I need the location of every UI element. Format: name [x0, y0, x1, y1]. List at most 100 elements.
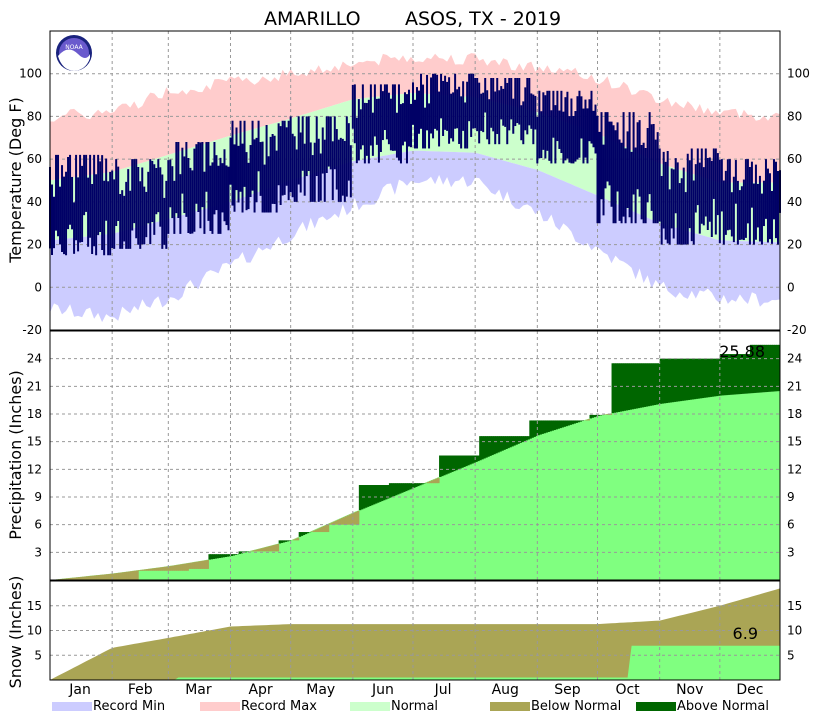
y-tick-label-right: 20	[787, 238, 802, 252]
precip-above-normal	[509, 436, 512, 448]
precip-above-normal	[535, 420, 538, 437]
month-label: Dec	[736, 682, 763, 698]
precip-above-normal	[358, 485, 362, 511]
precip-above-normal	[378, 485, 382, 502]
precip-below-normal	[130, 571, 133, 580]
precip-below-normal	[194, 561, 197, 569]
y-tick-label-left: 80	[27, 109, 42, 123]
precip-above-normal	[376, 485, 380, 503]
y-tick-label-right: 24	[787, 352, 802, 366]
precip-above-normal	[388, 483, 392, 498]
precip-above-normal	[555, 420, 558, 430]
precip-below-normal	[198, 561, 201, 569]
precip-below-normal	[74, 577, 77, 580]
precip-below-normal	[104, 574, 107, 580]
precip-above-normal	[681, 358, 685, 401]
legend-swatch	[350, 702, 390, 711]
precip-above-normal	[449, 455, 452, 473]
precip-above-normal	[392, 483, 396, 497]
precip-below-normal	[332, 521, 336, 525]
y-tick-label-right: 6	[787, 518, 795, 532]
legend-swatch	[200, 702, 240, 711]
precip-above-normal	[563, 420, 566, 427]
precip-above-normal	[559, 420, 562, 429]
month-label: Nov	[676, 682, 703, 698]
logo-text: NOAA	[65, 44, 83, 51]
y-tick-label-left: 3	[34, 545, 42, 559]
precip-below-normal	[162, 566, 165, 571]
precip-above-normal	[661, 358, 665, 404]
y-tick-label-left: 10	[27, 624, 42, 638]
precip-below-normal	[112, 573, 115, 580]
precip-below-normal	[433, 479, 436, 484]
precip-above-normal	[621, 363, 625, 412]
precip-above-normal	[214, 554, 217, 559]
precip-above-normal	[443, 455, 446, 476]
y-tick-label-right: 18	[787, 407, 802, 421]
precip-above-normal	[402, 483, 406, 492]
precip-above-normal	[380, 485, 384, 502]
precip-above-normal	[286, 540, 290, 542]
precip-above-normal	[483, 436, 486, 459]
precip-above-normal	[693, 358, 697, 400]
y-tick-label-left: 100	[19, 67, 42, 81]
precip-above-normal	[465, 455, 468, 467]
precip-below-normal	[182, 563, 185, 571]
legend-swatch	[636, 702, 676, 711]
y-tick-label-right: 60	[787, 152, 802, 166]
precip-above-normal	[669, 358, 673, 403]
precip-below-normal	[334, 520, 338, 525]
precip-above-normal	[382, 485, 386, 501]
precip-below-normal	[186, 563, 189, 571]
precip-above-normal	[503, 436, 506, 450]
precip-above-normal	[463, 455, 466, 467]
precip-below-normal	[78, 577, 81, 580]
precip-above-normal	[513, 436, 516, 446]
precip-above-normal	[637, 363, 641, 409]
precip-above-normal	[623, 363, 627, 411]
precip-above-normal	[304, 532, 308, 535]
precip-below-normal	[166, 566, 169, 571]
precip-below-normal	[258, 548, 262, 552]
precip-below-normal	[140, 569, 143, 571]
precip-above-normal	[278, 540, 282, 544]
precip-above-normal	[282, 540, 286, 543]
precip-above-normal	[477, 455, 480, 462]
precip-below-normal	[431, 480, 434, 484]
precip-below-normal	[427, 481, 430, 484]
precip-above-normal	[366, 485, 370, 507]
precip-above-normal	[659, 358, 663, 404]
precip-above-normal	[639, 363, 643, 408]
y-tick-label-right: 5	[787, 648, 795, 662]
precip-below-normal	[256, 549, 260, 552]
precip-above-normal	[615, 363, 619, 413]
precip-below-normal	[274, 544, 278, 552]
precip-below-normal	[146, 569, 149, 571]
precip-below-normal	[164, 566, 167, 571]
precip-above-normal	[565, 420, 568, 427]
precip-above-normal	[415, 483, 418, 487]
precip-above-normal	[300, 532, 304, 536]
precip-above-normal	[635, 363, 639, 409]
precip-below-normal	[154, 568, 157, 571]
precip-above-normal	[461, 455, 464, 468]
y-tick-label-right: 15	[787, 435, 802, 449]
precip-below-normal	[142, 569, 145, 571]
precip-above-normal	[408, 483, 412, 490]
precip-below-normal	[176, 564, 179, 571]
precip-below-normal	[184, 563, 187, 571]
precip-above-normal	[613, 363, 617, 413]
precip-above-normal	[573, 420, 576, 424]
precip-below-normal	[338, 518, 342, 525]
precip-below-normal	[316, 528, 320, 533]
precip-above-normal	[238, 551, 242, 554]
precip-above-normal	[372, 485, 376, 505]
precip-above-normal	[220, 554, 223, 558]
month-axis: Jan Feb Mar Apr May Jun Jul Aug Sep Oct Nov Dec	[68, 682, 763, 698]
precip-above-normal	[703, 358, 707, 398]
precip-below-normal	[170, 565, 173, 571]
precip-below-normal	[429, 481, 432, 484]
precip-below-normal	[272, 545, 276, 552]
precip-above-normal	[222, 554, 225, 558]
precip-below-normal	[204, 560, 207, 569]
